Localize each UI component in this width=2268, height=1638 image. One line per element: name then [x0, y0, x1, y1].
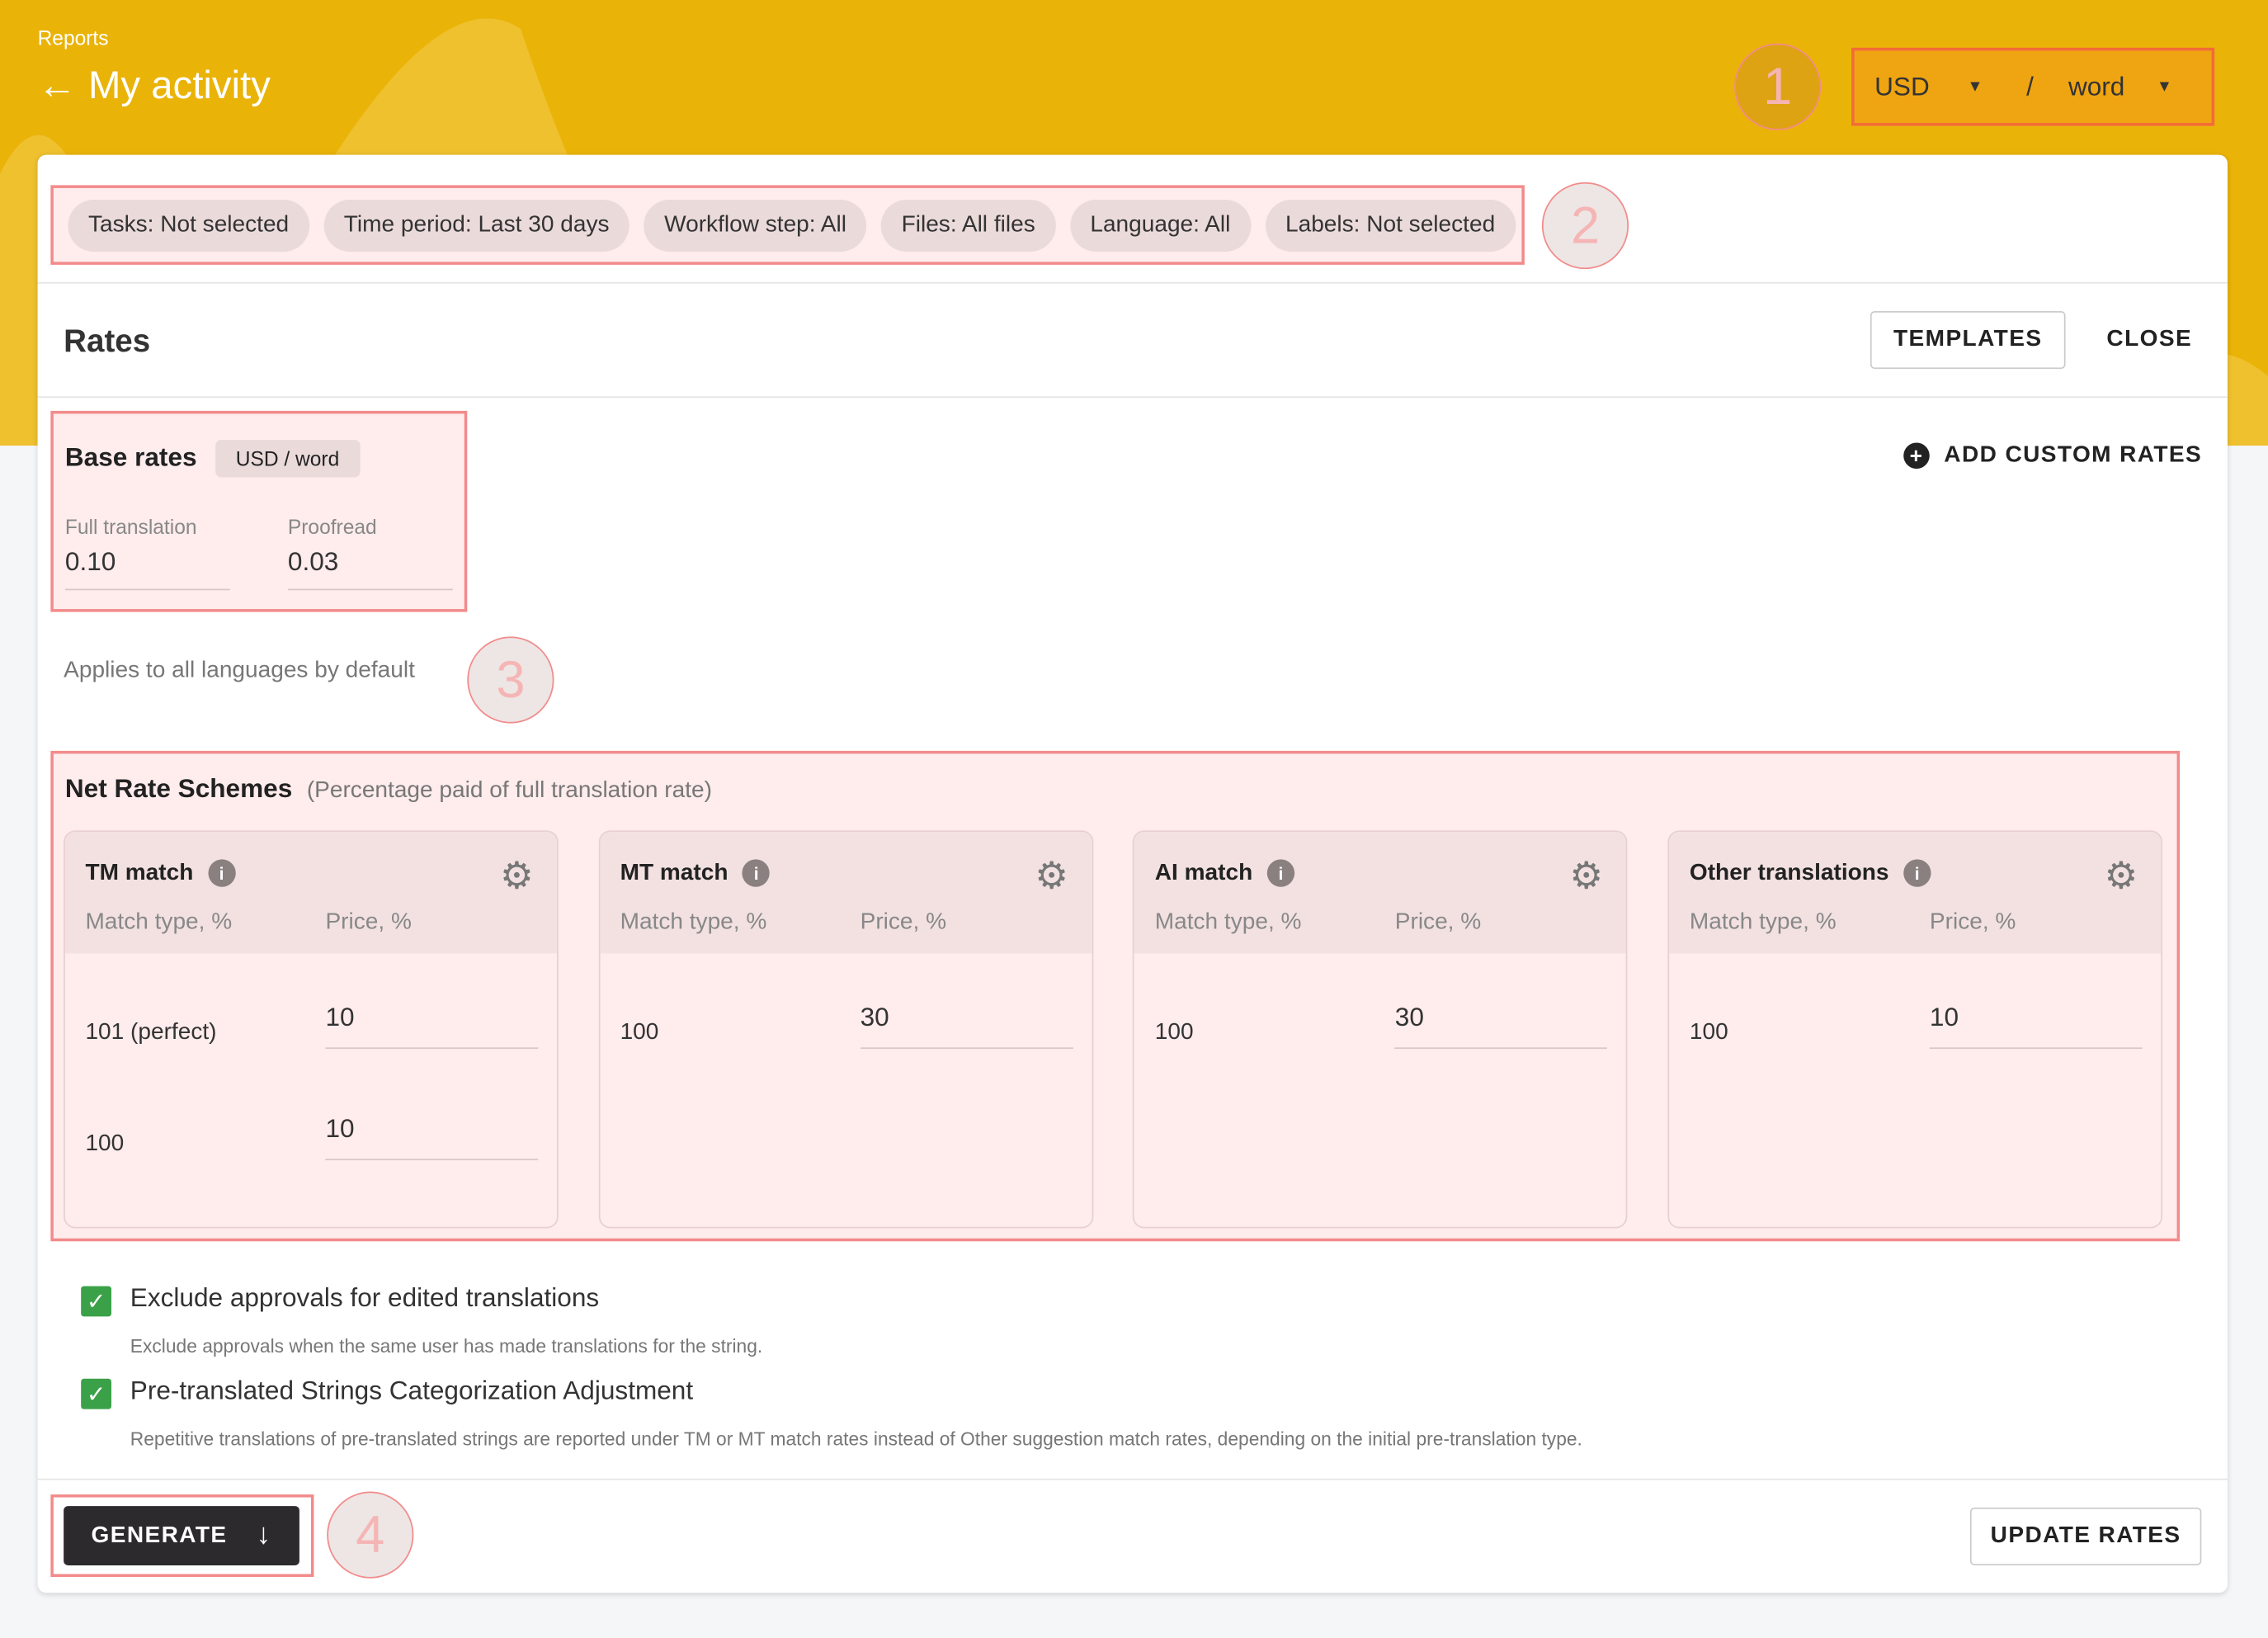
- price-header: Price, %: [1394, 909, 1482, 935]
- price-input[interactable]: 10: [325, 1003, 539, 1050]
- price-input[interactable]: 10: [325, 1114, 539, 1161]
- scheme-name: TM match i: [85, 859, 236, 887]
- unit-separator: /: [2026, 71, 2034, 101]
- option-description: Exclude approvals when the same user has…: [130, 1335, 763, 1357]
- base-rates-box: Base rates USD / word Full translation 0…: [50, 410, 468, 612]
- proofread-label: Proofread: [287, 515, 377, 539]
- net-title: Net Rate Schemes (Percentage paid of full…: [64, 773, 712, 804]
- full-translation-input[interactable]: 0.10: [64, 547, 230, 591]
- scheme-card: MT match i ⚙ Match type, % Price, % 100 30: [598, 830, 1093, 1229]
- match-type-header: Match type, %: [1154, 909, 1302, 935]
- info-icon[interactable]: i: [1903, 859, 1931, 887]
- match-type-value: 101 (perfect): [85, 1020, 217, 1045]
- price-input[interactable]: 30: [860, 1003, 1073, 1050]
- gear-icon[interactable]: ⚙: [1569, 853, 1604, 897]
- back-arrow-icon[interactable]: ←: [37, 64, 77, 107]
- scheme-header: AI match i ⚙ Match type, % Price, %: [1134, 832, 1627, 954]
- base-rates-note: Applies to all languages by default: [64, 658, 415, 683]
- base-rates-title: Base rates: [64, 442, 197, 472]
- scheme-header: TM match i ⚙ Match type, % Price, %: [64, 832, 557, 954]
- scheme-card: Other translations i ⚙ Match type, % Price, …: [1667, 830, 2163, 1229]
- info-icon[interactable]: i: [207, 859, 236, 887]
- price-header: Price, %: [860, 909, 947, 935]
- annotation-marker: 2: [1541, 182, 1629, 270]
- option-title: Exclude approvals for edited translation…: [130, 1283, 600, 1313]
- options-list: ✓ Exclude approvals for edited translatio…: [38, 0, 2228, 1461]
- scheme-header: MT match i ⚙ Match type, % Price, %: [600, 832, 1092, 954]
- match-type-value: 100: [1689, 1020, 1728, 1045]
- match-type-header: Match type, %: [1689, 909, 1837, 935]
- price-input[interactable]: 30: [1394, 1003, 1608, 1050]
- checkbox[interactable]: ✓: [81, 1286, 111, 1317]
- generate-label: GENERATE: [91, 1522, 228, 1548]
- unit-selector: USD ▼ / word ▼: [1851, 47, 2215, 126]
- gear-icon[interactable]: ⚙: [2104, 853, 2138, 897]
- unit-select[interactable]: word: [2068, 71, 2125, 101]
- currency-select[interactable]: USD: [1874, 71, 1930, 101]
- match-type-value: 100: [85, 1131, 125, 1156]
- filter-chip[interactable]: Workflow step: All: [644, 199, 867, 252]
- scheme-header: Other translations i ⚙ Match type, % Price, …: [1669, 832, 2162, 954]
- match-type-value: 100: [1154, 1020, 1194, 1045]
- generate-button[interactable]: GENERATE ↓: [64, 1506, 299, 1565]
- checkbox[interactable]: ✓: [81, 1378, 111, 1409]
- scheme-name: Other translations i: [1690, 859, 1931, 887]
- scheme-card: AI match i ⚙ Match type, % Price, % 100 30: [1133, 830, 1629, 1229]
- add-custom-label: ADD CUSTOM RATES: [1944, 442, 2203, 468]
- price-input[interactable]: 10: [1929, 1003, 2143, 1050]
- page-title: ← My activity: [38, 64, 271, 108]
- plus-circle-icon: +: [1903, 442, 1930, 470]
- templates-button[interactable]: TEMPLATES: [1870, 310, 2066, 370]
- annotation-marker: 4: [327, 1491, 414, 1579]
- filter-chip[interactable]: Time period: Last 30 days: [323, 199, 630, 252]
- filter-chip[interactable]: Files: All files: [881, 199, 1056, 252]
- price-header: Price, %: [1929, 909, 2016, 935]
- match-type-header: Match type, %: [620, 909, 767, 935]
- check-icon: ✓: [86, 1382, 106, 1407]
- match-type-value: 100: [620, 1020, 659, 1045]
- generate-highlight: [50, 1494, 314, 1577]
- check-icon: ✓: [86, 1289, 106, 1315]
- update-rates-button[interactable]: UPDATE RATES: [1969, 1507, 2202, 1565]
- price-header: Price, %: [325, 909, 412, 935]
- add-custom-rates-button[interactable]: + ADD CUSTOM RATES: [1903, 438, 2202, 473]
- filter-chip[interactable]: Labels: Not selected: [1265, 199, 1516, 252]
- net-subtitle: (Percentage paid of full translation rat…: [306, 778, 712, 804]
- scheme-card: TM match i ⚙ Match type, % Price, % 101 (perf…: [64, 830, 559, 1229]
- filter-chip[interactable]: Language: All: [1069, 199, 1251, 252]
- option-title: Pre-translated Strings Categorization Ad…: [130, 1376, 694, 1405]
- info-icon[interactable]: i: [743, 859, 771, 887]
- scheme-name: MT match i: [620, 859, 771, 887]
- annotation-marker: 1: [1734, 43, 1822, 130]
- close-button[interactable]: CLOSE: [2106, 327, 2193, 352]
- breadcrumb[interactable]: Reports: [37, 26, 109, 50]
- title-text: My activity: [87, 64, 271, 107]
- info-icon[interactable]: i: [1266, 859, 1295, 887]
- filter-chip[interactable]: Tasks: Not selected: [68, 199, 309, 252]
- gear-icon[interactable]: ⚙: [500, 853, 534, 897]
- scheme-name: AI match i: [1155, 859, 1295, 887]
- annotation-marker: 3: [467, 636, 554, 724]
- option-description: Repetitive translations of pre-translate…: [130, 1428, 1582, 1450]
- unit-badge: USD / word: [215, 439, 360, 478]
- proofread-input[interactable]: 0.03: [287, 547, 453, 591]
- chevron-down-icon[interactable]: ▼: [1967, 78, 1983, 96]
- filter-bar: Tasks: Not selected Time period: Last 30 …: [50, 185, 1525, 265]
- arrow-down-icon: ↓: [256, 1518, 272, 1551]
- gear-icon[interactable]: ⚙: [1035, 853, 1069, 897]
- match-type-header: Match type, %: [85, 909, 233, 935]
- chevron-down-icon[interactable]: ▼: [2156, 78, 2173, 96]
- full-translation-label: Full translation: [64, 515, 197, 539]
- section-title: Rates: [64, 322, 151, 359]
